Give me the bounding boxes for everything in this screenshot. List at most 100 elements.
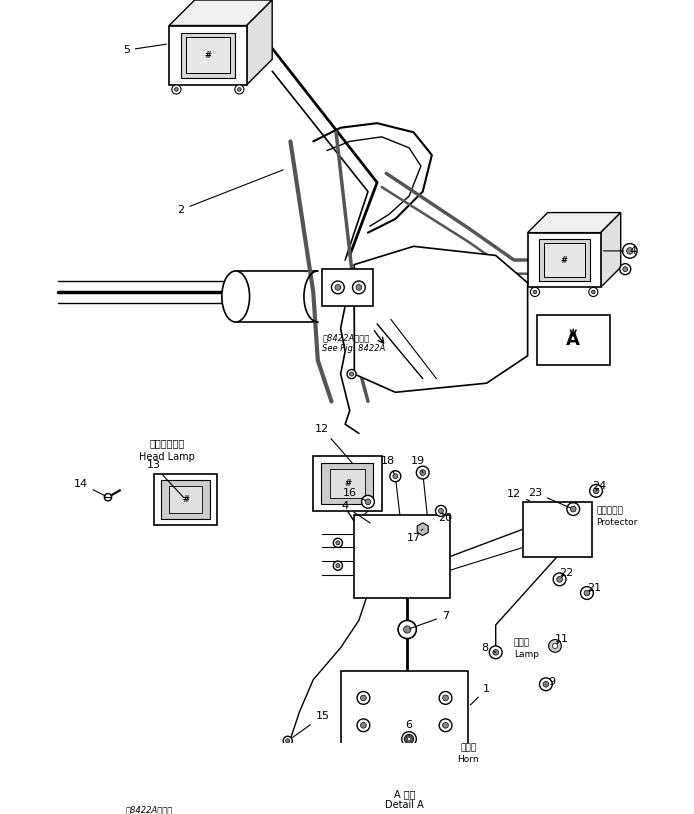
Circle shape [416,466,429,479]
Circle shape [627,247,633,254]
Circle shape [620,264,631,274]
Text: 第8422A図参照: 第8422A図参照 [126,806,173,814]
Text: 21: 21 [587,584,601,593]
Bar [523,501,591,557]
Text: 16: 16 [343,488,366,501]
Text: #: # [344,479,351,488]
Circle shape [552,643,557,649]
Polygon shape [355,247,527,392]
Text: 15: 15 [293,711,330,737]
Circle shape [443,722,448,729]
Text: #: # [182,495,189,504]
Circle shape [623,267,627,272]
Bar [161,480,210,519]
Circle shape [436,505,446,516]
Bar [321,462,373,505]
Text: 2: 2 [178,170,283,215]
Text: 11: 11 [555,633,568,644]
Circle shape [404,626,411,633]
Circle shape [332,281,344,294]
Circle shape [591,290,595,294]
Text: 14: 14 [74,479,105,496]
Circle shape [283,736,292,746]
Circle shape [584,590,590,596]
Circle shape [581,587,593,599]
Text: 22: 22 [559,568,573,578]
Bar [169,487,202,513]
Text: #: # [561,256,568,265]
Circle shape [379,750,384,755]
Circle shape [553,573,566,586]
Circle shape [361,695,366,701]
Circle shape [357,692,370,704]
Circle shape [398,620,416,639]
Text: ランプ: ランプ [514,639,530,648]
Circle shape [439,719,452,732]
Circle shape [333,538,342,547]
Text: 4: 4 [341,501,370,523]
Circle shape [589,287,598,296]
Circle shape [357,719,370,732]
Text: Horn: Horn [457,755,479,764]
Text: 5: 5 [123,44,167,55]
Circle shape [493,650,498,655]
Bar [527,233,600,287]
Circle shape [402,732,416,746]
Text: 12: 12 [507,489,530,501]
Text: ホーン: ホーン [460,743,476,752]
Text: A 詳細: A 詳細 [393,789,415,799]
Text: 4: 4 [603,246,636,256]
Text: 23: 23 [528,488,570,508]
Circle shape [570,506,576,512]
Circle shape [425,746,438,759]
Bar [341,671,468,743]
Polygon shape [600,212,620,287]
Text: プロテクタ: プロテクタ [596,506,623,515]
Circle shape [489,646,502,659]
Circle shape [593,488,599,494]
Circle shape [276,753,280,758]
Circle shape [543,681,549,687]
Circle shape [439,509,443,514]
Polygon shape [246,0,272,85]
Circle shape [336,540,340,545]
Circle shape [406,736,412,742]
Text: Head Lamp: Head Lamp [139,452,195,462]
Polygon shape [417,523,428,536]
Circle shape [353,281,365,294]
Bar [539,239,590,281]
Circle shape [429,750,434,755]
Circle shape [530,287,539,296]
Text: 10: 10 [0,813,1,814]
Circle shape [350,372,354,376]
Circle shape [407,737,411,741]
Text: 19: 19 [411,456,425,473]
Polygon shape [428,743,459,776]
Polygon shape [169,0,272,25]
Text: 6: 6 [405,720,412,736]
Text: Lamp: Lamp [514,650,539,659]
Text: 17: 17 [407,529,423,543]
Circle shape [567,503,579,515]
Polygon shape [527,212,620,233]
Text: 13: 13 [146,460,184,497]
Circle shape [439,692,452,704]
Text: 18: 18 [381,456,395,474]
Bar [355,515,450,597]
Circle shape [365,499,371,505]
Bar [536,315,610,365]
Circle shape [286,739,290,743]
Circle shape [623,243,637,258]
Circle shape [336,563,340,567]
Bar [330,470,365,498]
Bar [186,37,230,73]
Text: 3: 3 [0,813,1,814]
Circle shape [274,751,283,760]
Text: 9: 9 [546,677,556,687]
Circle shape [362,496,374,508]
Circle shape [393,474,398,479]
Circle shape [375,746,388,759]
Circle shape [443,695,448,701]
Text: 7: 7 [410,610,449,628]
Circle shape [237,88,242,91]
